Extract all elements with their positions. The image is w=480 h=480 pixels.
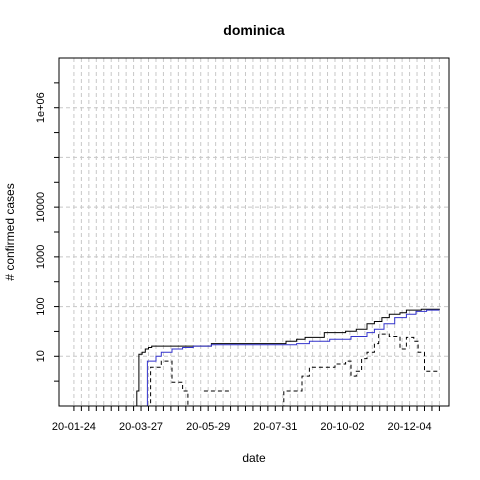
y-tick-label: 100 (35, 297, 47, 315)
x-tick-label: 20-07-31 (253, 421, 297, 433)
series-line-3 (280, 333, 440, 407)
chart-title: dominica (223, 22, 285, 38)
plot-frame (58, 57, 450, 407)
y-tick-label: 10000 (35, 192, 47, 223)
y-tick-label: 1e+06 (35, 92, 47, 123)
x-tick-label: 20-03-27 (119, 421, 163, 433)
x-axis-label: date (242, 451, 266, 465)
x-tick-label: 20-12-04 (388, 421, 432, 433)
y-tick-label: 1000 (35, 245, 47, 269)
x-tick-label: 20-10-02 (320, 421, 364, 433)
axis-layer: 10 100 1000 10000 1e+06 20-01-24 20-03-27 20-05… (35, 82, 440, 433)
series-layer (135, 308, 440, 407)
series-line-2 (146, 309, 440, 407)
y-axis-label: # confirmed cases (3, 183, 17, 280)
grid-layer (59, 58, 449, 406)
series-line-3 (146, 360, 189, 407)
x-tick-label: 20-01-24 (52, 421, 96, 433)
y-tick-label: 10 (35, 350, 47, 362)
series-line-1 (135, 308, 440, 407)
x-tick-label: 20-05-29 (186, 421, 230, 433)
